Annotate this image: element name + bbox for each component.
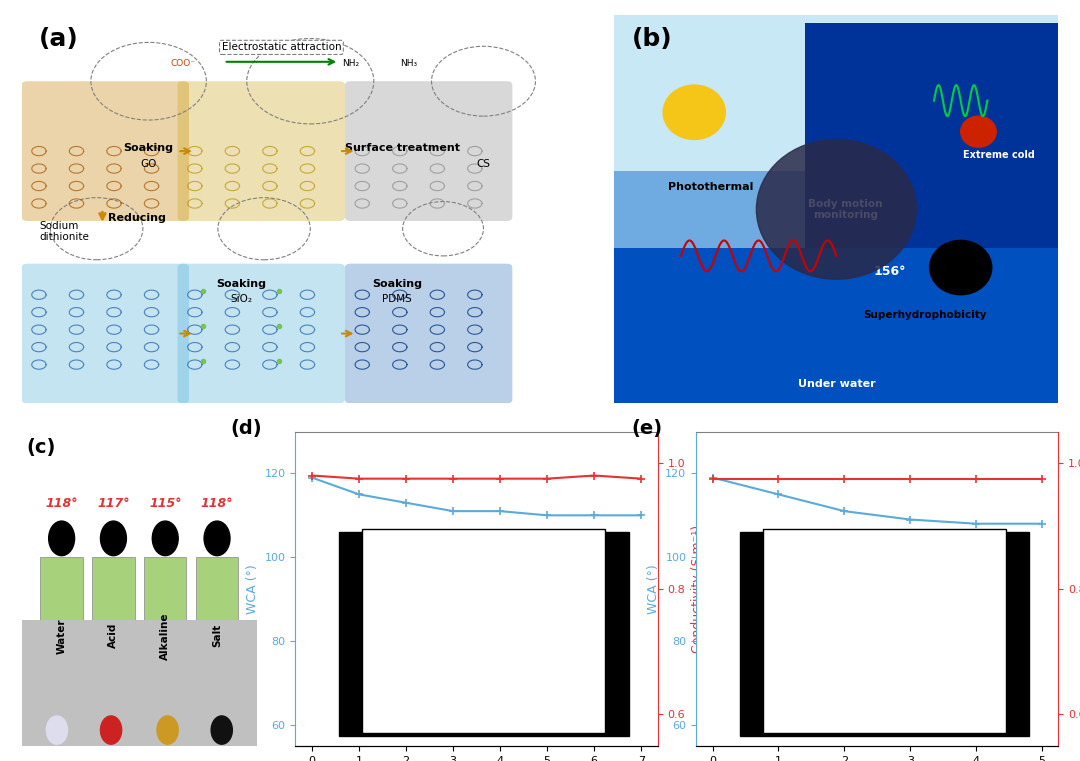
Text: Photothermal: Photothermal — [667, 182, 753, 192]
Text: Electrostatic attraction: Electrostatic attraction — [221, 43, 341, 53]
Text: Water: Water — [56, 618, 67, 654]
FancyBboxPatch shape — [92, 557, 135, 715]
Text: After 7 days: After 7 days — [436, 566, 531, 580]
Circle shape — [152, 521, 178, 556]
Text: Soaking: Soaking — [123, 143, 174, 153]
FancyBboxPatch shape — [363, 529, 605, 733]
Text: 156°: 156° — [874, 266, 906, 279]
FancyBboxPatch shape — [195, 557, 239, 715]
FancyBboxPatch shape — [806, 23, 1080, 287]
FancyBboxPatch shape — [144, 557, 187, 715]
FancyBboxPatch shape — [481, 170, 1080, 520]
Circle shape — [100, 716, 122, 744]
Y-axis label: WCA (°): WCA (°) — [647, 564, 660, 613]
Text: (d): (d) — [230, 419, 261, 438]
Circle shape — [848, 595, 921, 658]
Text: Extreme cold: Extreme cold — [962, 150, 1035, 160]
Circle shape — [49, 521, 75, 556]
Text: CA = 108°: CA = 108° — [846, 661, 923, 674]
Text: (b): (b) — [632, 27, 673, 51]
Text: 117°: 117° — [97, 497, 130, 510]
FancyBboxPatch shape — [345, 81, 512, 221]
Circle shape — [212, 716, 232, 744]
FancyBboxPatch shape — [740, 532, 1029, 737]
FancyBboxPatch shape — [481, 248, 1080, 520]
Text: Salt: Salt — [212, 624, 222, 648]
FancyBboxPatch shape — [40, 557, 83, 715]
Text: Surface treatment: Surface treatment — [346, 143, 460, 153]
FancyBboxPatch shape — [481, 0, 1080, 287]
Text: Soaking: Soaking — [372, 279, 422, 289]
FancyBboxPatch shape — [764, 529, 1005, 733]
FancyBboxPatch shape — [22, 81, 189, 221]
Text: COO⁻: COO⁻ — [171, 59, 195, 68]
FancyBboxPatch shape — [22, 263, 189, 403]
Text: NH₃: NH₃ — [400, 59, 417, 68]
FancyBboxPatch shape — [177, 81, 345, 221]
Text: CA = 109°: CA = 109° — [445, 661, 523, 674]
Text: 118°: 118° — [45, 497, 78, 510]
Text: (a): (a) — [39, 27, 79, 51]
Text: 118°: 118° — [201, 497, 233, 510]
Circle shape — [204, 521, 230, 556]
Text: Superhydrophobicity: Superhydrophobicity — [863, 310, 987, 320]
Text: (c): (c) — [26, 438, 56, 457]
FancyBboxPatch shape — [345, 263, 512, 403]
Circle shape — [961, 116, 996, 147]
Circle shape — [756, 139, 916, 279]
Text: Reducing: Reducing — [108, 213, 166, 223]
Circle shape — [157, 716, 178, 744]
Text: Soaking: Soaking — [216, 279, 266, 289]
FancyBboxPatch shape — [0, 620, 327, 761]
Circle shape — [930, 240, 991, 295]
Text: GO: GO — [140, 158, 157, 169]
Text: 115°: 115° — [149, 497, 181, 510]
FancyBboxPatch shape — [339, 532, 629, 737]
Text: Alkaline: Alkaline — [160, 612, 171, 660]
Text: NH₂: NH₂ — [342, 59, 360, 68]
Text: CS: CS — [476, 158, 490, 169]
Circle shape — [447, 595, 521, 658]
Text: Acid: Acid — [108, 623, 119, 648]
Circle shape — [663, 85, 726, 139]
Text: SiO₂: SiO₂ — [230, 295, 252, 304]
Text: Under water: Under water — [797, 379, 875, 389]
Text: After 5h: After 5h — [852, 566, 917, 580]
Y-axis label: Conductivity (S m⁻¹): Conductivity (S m⁻¹) — [691, 524, 704, 653]
Text: Body motion
monitoring: Body motion monitoring — [808, 199, 882, 220]
Y-axis label: WCA (°): WCA (°) — [246, 564, 259, 613]
Text: Sodium
dithionite: Sodium dithionite — [39, 221, 89, 242]
Text: (e): (e) — [631, 419, 662, 438]
FancyBboxPatch shape — [177, 263, 345, 403]
Text: PDMS: PDMS — [382, 295, 411, 304]
Circle shape — [100, 521, 126, 556]
Circle shape — [46, 716, 68, 744]
